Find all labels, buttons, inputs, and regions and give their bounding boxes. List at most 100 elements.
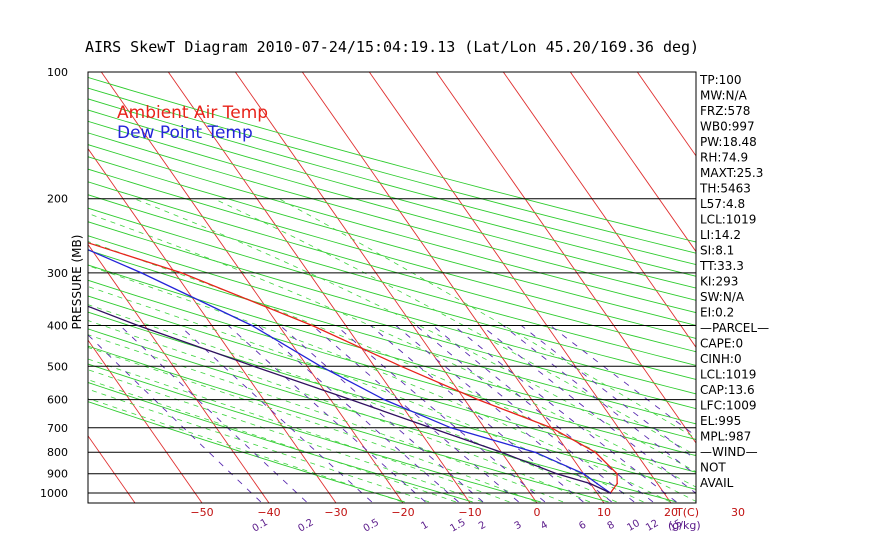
bottom-temperature-label: −10 [458,506,481,519]
index-entry: MPL:987 [700,430,751,444]
pressure-tick-label: 800 [47,446,68,459]
index-entry: WB0:997 [700,120,755,134]
moist-adiabat-line [88,369,483,503]
pressure-tick-label: 1000 [40,487,68,500]
series-point [594,451,596,454]
bottom-temperature-label: 30 [731,506,745,519]
series-line-parcel [88,305,611,494]
index-entry: RH:74.9 [700,151,748,165]
dry-adiabat-line [88,382,473,503]
index-entry: LFC:1009 [700,399,757,413]
moist-adiabat-line [88,397,403,503]
mixing-ratio-label: 10 [625,518,642,534]
series-point [349,398,352,401]
dry-adiabat-line [88,221,696,395]
dry-adiabat-line [88,144,696,314]
isotherm-line [100,72,404,503]
mixing-ratio-line [312,325,519,503]
series-point [400,365,402,368]
moist-adiabat-line [88,358,510,503]
series-point [140,272,143,274]
series-point [477,398,479,401]
isotherm-line [301,72,605,503]
y-axis-label: PRESSURE (MB) [70,235,84,330]
sounding-profiles [0,242,618,494]
dry-adiabat-line [88,363,541,503]
mixing-ratio-label: 0.5 [362,517,381,534]
index-entry: TT:33.3 [699,259,744,273]
dry-adiabat-line [88,249,696,425]
isotherm-line [88,243,270,503]
moist-adiabat-line [88,213,696,488]
mixing-ratio-line [119,325,307,503]
mixing-ratio-line [550,325,696,437]
index-entry: FRZ:578 [700,104,750,118]
mixing-ratio-line [415,325,635,503]
mixing-ratio-label: 8 [606,519,617,532]
legend-ambient-air-temp: Ambient Air Temp [117,103,268,123]
series-point [500,451,503,454]
index-entry: EI:0.2 [700,306,734,320]
series-point [137,324,139,327]
mixing-ratio-line [88,334,262,503]
isobar-lines [88,71,696,494]
bottom-temperature-label: −50 [190,506,213,519]
mixing-ratio-line [179,325,373,503]
isotherm-line [88,435,136,503]
moist-adiabat-line [88,304,617,503]
index-entry: LCL:1019 [700,368,756,382]
index-entry: —WIND— [700,445,758,459]
moist-adiabat-line [88,388,430,503]
series-point [555,472,558,475]
series-point [383,398,386,401]
bottom-temperature-label: −30 [324,506,347,519]
moist-adiabat-line [88,265,671,503]
mixing-ratio-label: 12 [644,518,661,534]
moist-adiabat-line [213,198,696,456]
dry-adiabat-line [88,345,609,503]
pressure-tick-label: 700 [47,422,68,435]
series-point [180,272,183,274]
index-entry: TP:100 [699,73,742,87]
bottom-temperature-ticks: −50 −40 −30 −20 −10 0 10 20 30 [190,506,745,519]
series-point [319,365,322,368]
mixing-ratio-ticks: 0.1 0.2 0.5 1 1.5 2 3 4 6 8 10 12 15 [251,517,684,535]
index-entry: SI:8.1 [700,244,734,258]
dry-adiabat-line [88,194,696,366]
series-point [582,472,585,475]
series-point [616,472,618,475]
pressure-tick-label: 600 [47,394,68,407]
dry-adiabat-line [88,207,696,380]
series-point [596,482,598,485]
dry-adiabat-line [88,120,696,289]
moist-adiabat-line [134,198,696,473]
dry-adiabat-line [88,264,696,440]
pressure-tick-label: 900 [47,468,68,481]
isotherm-line [636,72,696,157]
index-entry: CINH:0 [700,352,742,366]
series-line-dew-point-temp [88,248,611,494]
dry-adiabat-line [88,311,696,490]
dry-adiabat-line [88,235,696,410]
index-entry: PW:18.48 [700,135,757,149]
series-point [251,324,253,327]
pressure-tick-label: 500 [47,360,68,373]
dry-adiabat-line [88,156,696,326]
mixing-ratio-line [279,325,484,503]
index-entry: SW:N/A [700,290,745,304]
series-point [0,272,2,274]
mixing-ratio-line [432,325,654,503]
dry-adiabat-line [88,181,696,353]
bottom-temperature-label: 20 [664,506,678,519]
index-entry: AVAIL [700,476,734,490]
pressure-tick-labels: 1000 900 800 700 600 500 400 300 200 100 [40,66,68,500]
isotherm-line [88,339,203,503]
index-entry: TH:5463 [699,182,751,196]
mixing-ratio-line [227,325,426,503]
mixing-ratio-label: 1.5 [448,517,467,534]
pressure-tick-label: 300 [47,267,68,280]
isotherm-line [569,72,696,253]
series-point [450,427,452,429]
series-point [311,324,314,327]
